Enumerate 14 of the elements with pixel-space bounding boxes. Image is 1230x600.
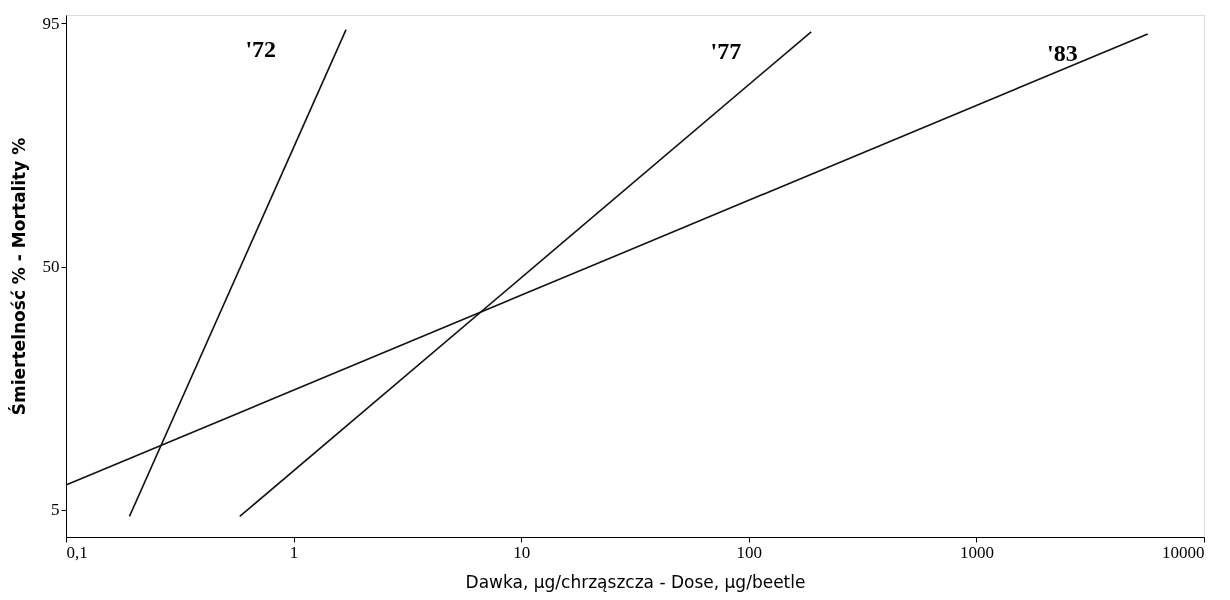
x-tick-label: 10 [513, 542, 531, 562]
series-label: '83 [1047, 39, 1078, 66]
y-tick-label: 5 [51, 500, 60, 520]
y-tick-label: 95 [42, 13, 60, 33]
x-tick-label: 10000 [1162, 542, 1205, 562]
series-label: '77 [710, 37, 742, 64]
x-axis-title: Dawka, µg/chrząszcza - Dose, µg/beetle [465, 571, 806, 592]
y-axis-title: Śmiertelność % - Mortality % [7, 137, 29, 416]
x-tick-label: 100 [736, 542, 763, 562]
x-tick-label: 1000 [959, 542, 994, 562]
x-tick-label: 0,1 [66, 542, 88, 562]
text: '72 [245, 35, 277, 62]
x-tick-label: 1 [289, 542, 299, 562]
y-tick-label: 50 [42, 257, 60, 277]
